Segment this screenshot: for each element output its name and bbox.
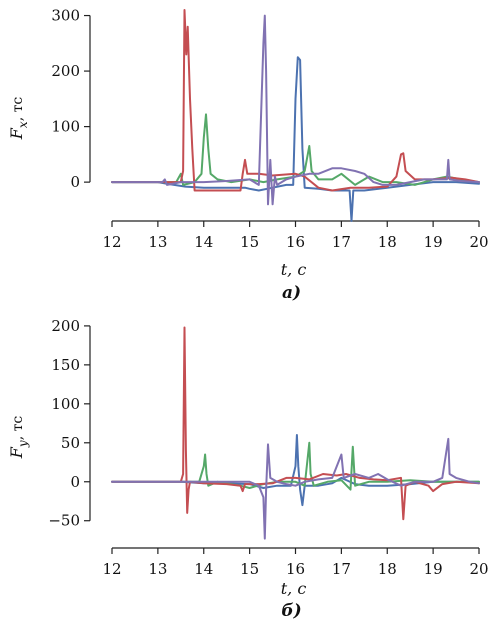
y-tick-label: 100 [51,395,80,413]
x-tick-label: 12 [102,233,121,251]
x-tick-label: 15 [240,560,259,578]
y-tick-label: 300 [51,7,80,25]
x-tick-label: 17 [332,233,351,251]
x-tick-label: 18 [378,560,397,578]
x-axis-label: t, с [281,579,307,598]
chart-panel-fy: −50 0 50 100 150 200 12 13 14 15 16 17 18 19 20 t, с б) F… [7,317,489,621]
x-tick-label: 17 [332,560,351,578]
y-tick-label: 50 [61,434,80,452]
y-tick-label: 100 [51,118,80,136]
x-tick-label: 14 [194,560,213,578]
x-tick-label: 15 [240,233,259,251]
x-tick-label: 18 [378,233,397,251]
x-tick-label: 20 [469,560,488,578]
x-tick-label: 19 [424,560,443,578]
y-axis-symbol: F [7,127,26,140]
y-tick-label: 200 [51,62,80,80]
x-tick-label: 14 [194,233,213,251]
series-line-1 [111,56,480,222]
y-axis-label: Fy, тс [7,416,30,460]
y-axis-subscript: x [16,121,30,128]
series-line-4 [111,437,480,540]
x-tick-label: 19 [424,233,443,251]
chart-panel-fx: 0 100 200 300 12 13 14 15 16 17 18 19 20 t, с а) Fx, тс [7,7,489,303]
x-axis-label: t, с [281,260,307,279]
series-line-3 [111,9,480,192]
panel-caption: б) [281,601,301,621]
y-axis-symbol: F [7,446,26,459]
y-tick-label: 200 [51,317,80,335]
x-tick-label: 12 [102,560,121,578]
y-tick-label: 0 [70,473,80,491]
y-axis-unit: , тс [10,97,26,122]
x-tick-label: 13 [148,233,167,251]
x-tick-label: 13 [148,560,167,578]
y-tick-label: −50 [48,512,80,530]
series-line-1 [111,434,480,507]
series-line-3 [111,326,480,521]
y-axis-subscript: y [16,440,30,448]
panel-caption: а) [282,283,301,303]
series-line-4 [111,14,480,206]
x-tick-label: 16 [286,560,305,578]
y-tick-label: 0 [70,173,80,191]
y-axis-unit: , тс [10,416,26,441]
y-tick-label: 150 [51,356,80,374]
series-line-2 [111,441,480,491]
x-tick-label: 20 [469,233,488,251]
x-tick-label: 16 [286,233,305,251]
y-axis-label: Fx, тс [7,97,30,141]
